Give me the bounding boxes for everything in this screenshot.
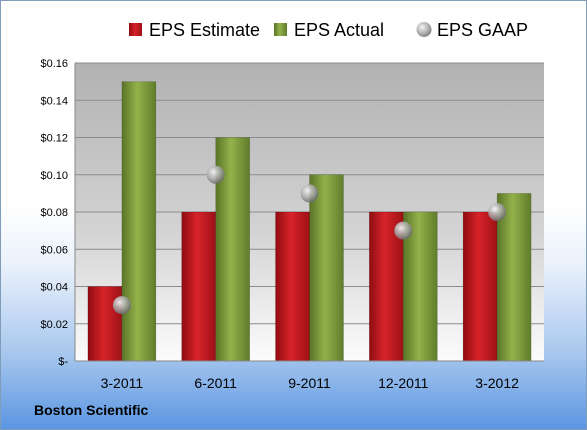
eps-estimate-bar (87, 286, 123, 362)
eps-estimate-bar (275, 211, 310, 362)
legend-gaap-swatch (416, 22, 432, 37)
eps-actual-bar (403, 211, 438, 362)
company-name: Boston Scientific (34, 402, 149, 418)
eps-gaap-marker (206, 165, 225, 184)
y-tick-label: $0.10 (40, 170, 68, 182)
eps-actual-bar (121, 81, 157, 362)
eps-actual-bar (496, 193, 532, 362)
eps-gaap-marker (488, 203, 507, 221)
eps-estimate-bar (181, 211, 216, 362)
gaap-markers (112, 165, 507, 315)
y-tick-label: $0.12 (40, 133, 68, 145)
legend-label: EPS Estimate (149, 20, 260, 40)
y-tick-label: $0.02 (40, 319, 68, 331)
legend-estimate-swatch (129, 23, 142, 36)
x-category-label: 3-2012 (475, 375, 519, 391)
y-tick-label: $- (58, 356, 68, 368)
legend-actual-swatch (274, 23, 287, 36)
eps-gaap-marker (394, 221, 413, 240)
eps-actual-bar (309, 174, 344, 362)
y-axis-ticks: $- $0.02 $0.04 $0.06 $0.08 $0.10 $0.12 $0.14 $0.… (40, 58, 68, 368)
y-tick-label: $0.16 (40, 58, 68, 70)
eps-gaap-marker (112, 296, 131, 315)
legend-label: EPS GAAP (437, 20, 528, 40)
y-tick-label: $0.06 (40, 244, 68, 256)
x-category-label: 6-2011 (194, 375, 237, 391)
y-tick-label: $0.08 (40, 207, 68, 219)
x-category-label: 9-2011 (288, 375, 331, 391)
legend-label: EPS Actual (294, 20, 384, 40)
x-category-label: 12-2011 (378, 375, 429, 391)
x-axis-labels: 3-2011 6-2011 9-2011 12-2011 3-2012 (101, 375, 519, 391)
eps-gaap-marker (300, 184, 319, 203)
eps-estimate-bar (462, 211, 498, 362)
y-tick-label: $0.14 (40, 95, 68, 107)
legend: EPS Estimate EPS Actual EPS GAAP (129, 20, 528, 40)
bars (87, 81, 532, 362)
x-category-label: 3-2011 (101, 375, 144, 391)
y-tick-label: $0.04 (40, 282, 68, 294)
